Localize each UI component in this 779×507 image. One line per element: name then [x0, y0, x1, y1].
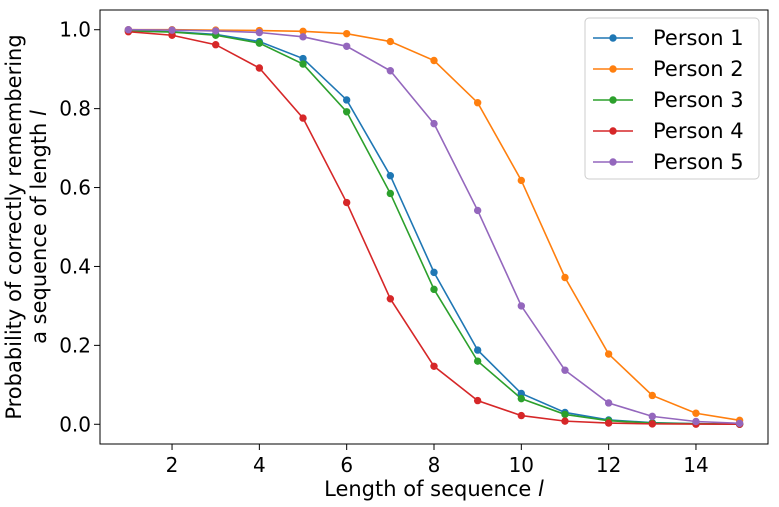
data-point-person-3 — [255, 39, 264, 47]
data-point-person-4 — [430, 362, 438, 370]
data-point-person-5 — [735, 419, 744, 427]
y-tick-label: 0.8 — [59, 97, 91, 121]
x-tick-label: 6 — [340, 453, 353, 477]
x-tick-label: 2 — [166, 453, 179, 477]
x-tick-label: 10 — [509, 453, 534, 477]
data-point-person-4 — [168, 31, 176, 39]
data-point-person-5 — [604, 399, 613, 407]
data-point-person-3 — [473, 357, 482, 365]
data-point-person-4 — [299, 114, 307, 122]
data-point-person-5 — [648, 412, 657, 421]
data-point-person-2 — [386, 37, 395, 46]
data-point-person-1 — [430, 268, 438, 277]
data-point-person-5 — [124, 26, 133, 34]
legend-label: Person 3 — [653, 88, 744, 112]
data-point-person-2 — [561, 273, 569, 282]
data-point-person-4 — [517, 411, 526, 420]
y-tick-label: 0.2 — [59, 333, 91, 357]
data-point-person-2 — [430, 56, 438, 65]
data-point-person-4 — [604, 419, 613, 427]
data-point-person-1 — [342, 96, 351, 104]
x-tick-label: 8 — [428, 453, 441, 477]
data-point-person-2 — [648, 391, 657, 400]
y-axis-ticks: 0.0 0.2 0.4 0.6 0.8 1.0 — [59, 18, 100, 436]
data-point-person-5 — [561, 366, 569, 374]
legend-swatch-marker — [609, 158, 617, 166]
data-point-person-5 — [299, 33, 307, 41]
legend-label: Person 4 — [653, 119, 744, 143]
legend-swatch-marker — [609, 34, 617, 42]
data-point-person-3 — [517, 394, 526, 403]
plot-points — [124, 26, 744, 428]
x-axis-ticks: 2 4 6 8 10 12 14 — [166, 444, 709, 477]
data-point-person-5 — [430, 119, 438, 128]
data-point-person-3 — [342, 108, 351, 116]
data-point-person-4 — [255, 64, 264, 72]
data-point-person-5 — [692, 417, 700, 426]
data-point-person-2 — [299, 27, 307, 36]
data-point-person-4 — [342, 198, 351, 207]
data-point-person-2 — [692, 409, 700, 417]
y-tick-label: 0.4 — [59, 254, 91, 278]
x-tick-label: 12 — [596, 453, 621, 477]
data-point-person-3 — [299, 60, 307, 68]
data-point-person-2 — [604, 350, 613, 358]
legend-swatch-marker — [609, 127, 617, 135]
data-point-person-5 — [211, 27, 220, 35]
data-point-person-2 — [473, 99, 482, 107]
y-tick-label: 1.0 — [59, 18, 91, 42]
legend: Person 1 Person 2 Person 3 Person 4 Person 5 — [584, 17, 760, 180]
y-axis-label: Probability of correctly remembering a s… — [2, 34, 51, 419]
y-tick-label: 0.0 — [59, 412, 91, 436]
data-point-person-3 — [386, 189, 395, 198]
data-point-person-5 — [255, 28, 264, 37]
y-axis-label-line2: a sequence of length l — [27, 110, 51, 344]
data-point-person-3 — [430, 285, 438, 294]
legend-label: Person 1 — [653, 26, 744, 50]
y-tick-label: 0.6 — [59, 176, 91, 200]
legend-swatch-marker — [609, 65, 617, 73]
x-tick-label: 14 — [683, 453, 708, 477]
data-point-person-5 — [342, 42, 351, 50]
data-point-person-5 — [517, 302, 526, 310]
data-point-person-5 — [168, 26, 176, 34]
data-point-person-4 — [211, 41, 220, 49]
legend-label: Person 2 — [653, 57, 744, 81]
data-point-person-4 — [561, 417, 569, 425]
data-point-person-1 — [299, 54, 307, 63]
data-point-person-5 — [473, 206, 482, 215]
legend-label: Person 5 — [653, 150, 744, 174]
x-tick-label: 4 — [253, 453, 266, 477]
x-axis-label: Length of sequence l — [324, 477, 544, 501]
data-point-person-4 — [473, 396, 482, 405]
data-point-person-4 — [386, 295, 395, 303]
data-point-person-3 — [561, 410, 569, 419]
legend-swatch-marker — [609, 96, 617, 104]
legend-box — [584, 17, 760, 180]
data-point-person-2 — [517, 176, 526, 185]
data-point-person-4 — [648, 420, 657, 428]
data-point-person-5 — [386, 67, 395, 75]
data-point-person-1 — [386, 172, 395, 180]
data-point-person-1 — [473, 346, 482, 354]
y-axis-label-line1: Probability of correctly remembering — [2, 34, 26, 419]
data-point-person-2 — [342, 29, 351, 38]
data-point-person-1 — [517, 389, 526, 398]
